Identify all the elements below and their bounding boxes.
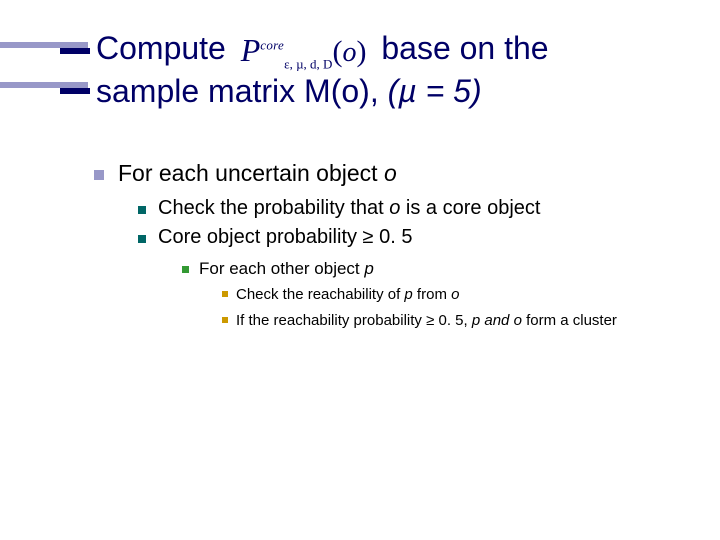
slide-title: Compute Pcoreε, µ, d, D(o) base on the s…	[96, 28, 676, 111]
bullet-text-l4b: If the reachability probability ≥ 0. 5, …	[236, 311, 684, 331]
b4a-c: from	[413, 286, 451, 303]
b2a-a: Check the probability that	[158, 197, 389, 219]
bullet-text-l2b: Core object probability ≥ 0. 5	[158, 226, 684, 249]
bullet-text-l2a: Check the probability that o is a core o…	[158, 197, 684, 220]
title-line-2: sample matrix M(o), (µ = 5)	[96, 71, 676, 111]
bullet-square-l4	[222, 317, 228, 323]
b1-a: For each uncertain object	[118, 160, 384, 186]
b4a-d: o	[451, 286, 459, 303]
accent-bar-short-1	[60, 48, 90, 54]
bullet-level-3: For each other object p	[182, 259, 684, 279]
bullet-square-l3	[182, 266, 189, 273]
accent-bar-short-2	[60, 88, 90, 94]
bullet-square-l4	[222, 291, 228, 297]
bullet-square-l1	[94, 170, 104, 180]
title-pre: Compute	[96, 30, 235, 66]
b2b-a: Core object probability ≥ 0. 5	[158, 226, 412, 248]
b3-a: For each other object	[199, 259, 364, 278]
formula-p: P	[241, 32, 261, 68]
slide: Compute Pcoreε, µ, d, D(o) base on the s…	[0, 0, 720, 540]
title-formula: Pcoreε, µ, d, D(o)	[241, 30, 367, 73]
bullet-level-1: For each uncertain object o	[94, 160, 684, 187]
formula-o: o	[342, 37, 356, 68]
b4a-a: Check the reachability of	[236, 286, 404, 303]
formula-paren-close: )	[356, 35, 366, 68]
bullet-text-l3: For each other object p	[199, 259, 684, 279]
b2a-c: is a core object	[400, 197, 540, 219]
b4a-b: p	[404, 286, 412, 303]
formula-sup: core	[260, 37, 284, 52]
bullet-level-4-a: Check the reachability of p from o	[222, 285, 684, 305]
b4b-a: If the reachability probability ≥ 0. 5,	[236, 312, 472, 329]
b2a-b: o	[389, 197, 400, 219]
title-post: base on the	[381, 30, 548, 66]
title-line2-b: (µ = 5)	[388, 73, 482, 109]
title-line2-a: sample matrix M(o),	[96, 73, 388, 109]
bullet-level-2-a: Check the probability that o is a core o…	[138, 197, 684, 220]
b1-b: o	[384, 160, 397, 186]
title-line-1: Compute Pcoreε, µ, d, D(o) base on the	[96, 28, 676, 71]
bullet-text-l1: For each uncertain object o	[118, 160, 684, 187]
formula-paren-open: (	[332, 35, 342, 68]
bullet-level-4-b: If the reachability probability ≥ 0. 5, …	[222, 311, 684, 331]
bullet-level-2-b: Core object probability ≥ 0. 5	[138, 226, 684, 249]
formula-sub: ε, µ, d, D	[284, 56, 332, 71]
bullet-square-l2	[138, 206, 146, 214]
bullet-text-l4a: Check the reachability of p from o	[236, 285, 684, 305]
b4b-b: p and o	[472, 312, 522, 329]
b3-b: p	[364, 259, 373, 278]
b4b-c: form a cluster	[522, 312, 617, 329]
slide-body: For each uncertain object o Check the pr…	[94, 160, 684, 332]
bullet-square-l2	[138, 235, 146, 243]
